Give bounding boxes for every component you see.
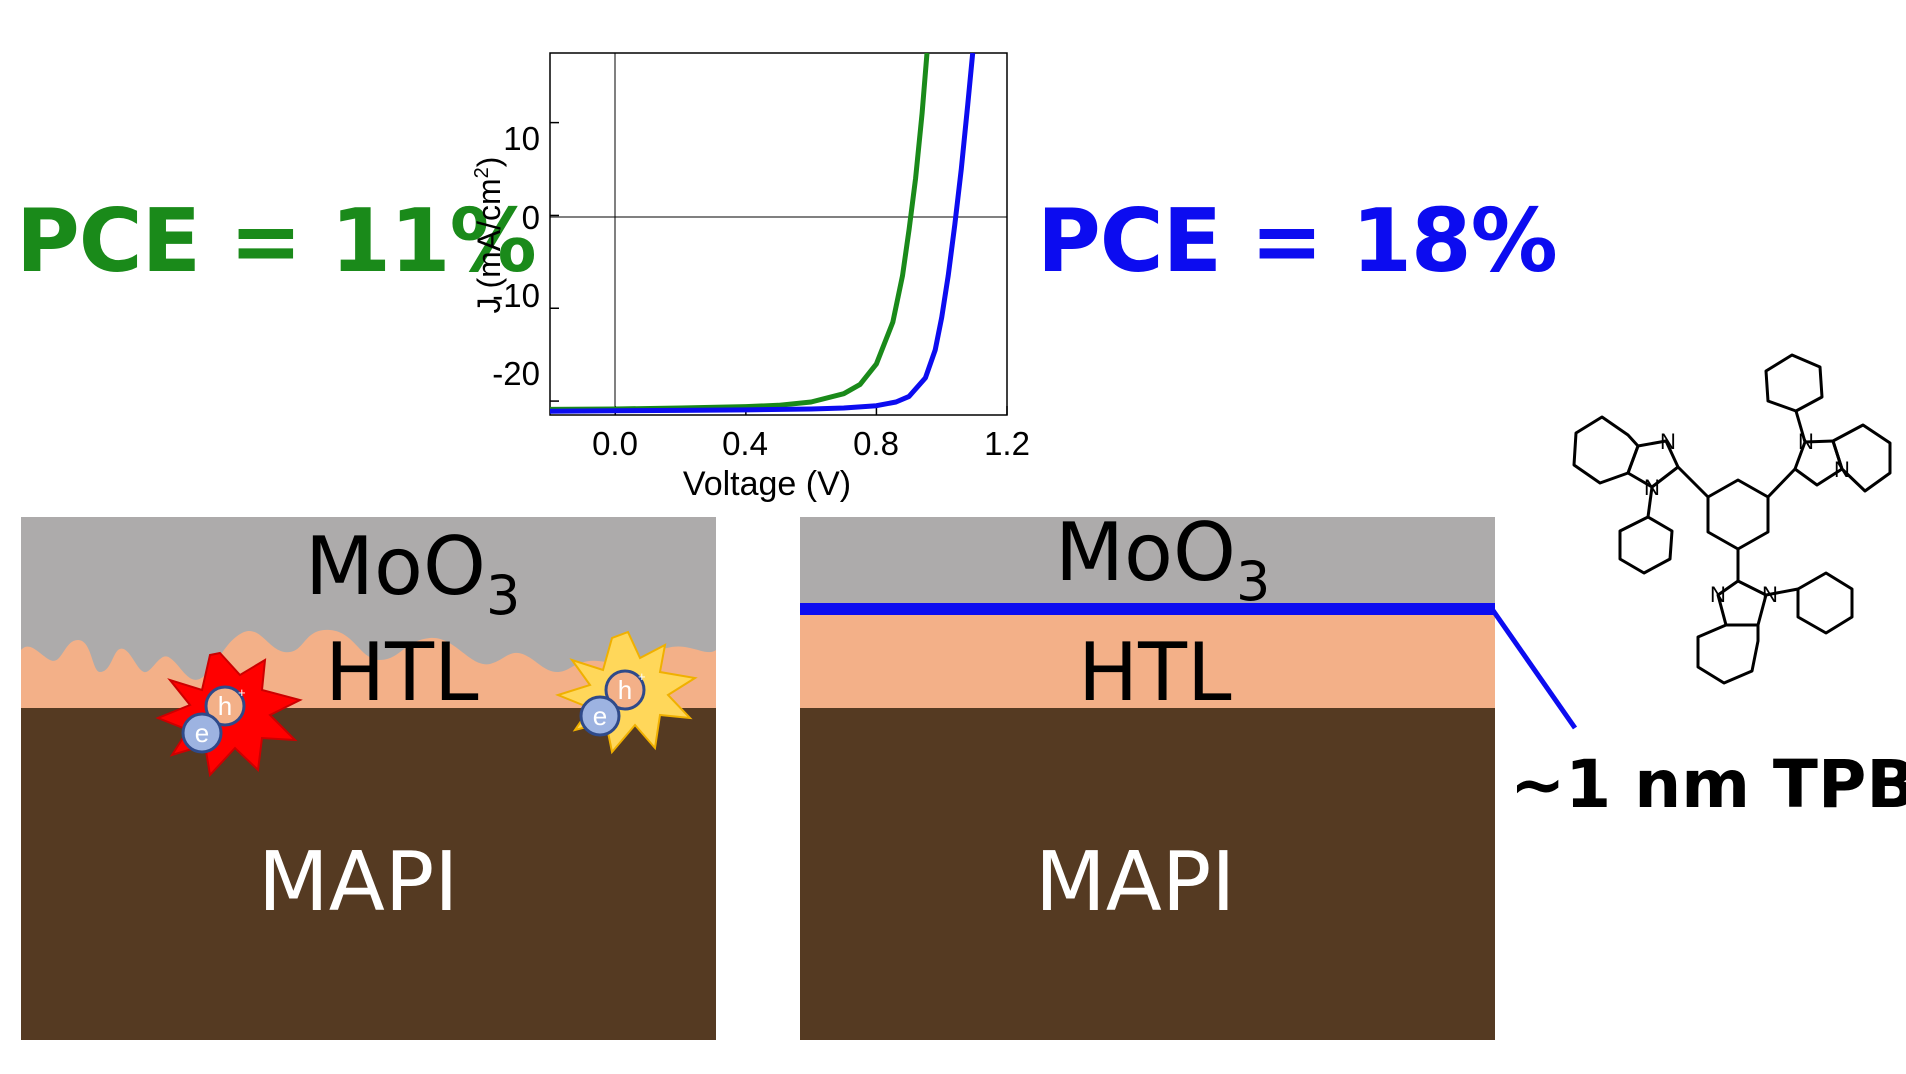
x-tick-label: 0.0 bbox=[592, 425, 638, 462]
right-device-stack: MoO3 HTL MAPI bbox=[800, 506, 1578, 1040]
bottom-phenyl-ring bbox=[1796, 571, 1854, 635]
x-axis-title: Voltage (V) bbox=[683, 465, 851, 503]
right-mapi-layer bbox=[800, 708, 1495, 1040]
left-mapi-layer bbox=[21, 708, 716, 1040]
atom-label: N bbox=[1710, 582, 1726, 607]
tpbi-callout-line bbox=[1489, 607, 1578, 730]
x-tick-label: 1.2 bbox=[984, 425, 1030, 462]
x-tick-label: 0.4 bbox=[722, 425, 768, 462]
hole-label: h bbox=[618, 675, 632, 705]
pce-right-value: PCE = 18% bbox=[1037, 190, 1558, 292]
central-benzene-ring bbox=[1706, 478, 1770, 551]
hole-label: h bbox=[218, 691, 232, 721]
left-device-stack: MoO3 HTL MAPI h + e h + e bbox=[21, 517, 716, 1040]
atom-label: N bbox=[1660, 429, 1676, 454]
atom-label: N bbox=[1762, 582, 1778, 607]
right-moo3-layer bbox=[800, 517, 1495, 609]
y-tick-label: 0 bbox=[522, 199, 540, 236]
left-phenyl-ring bbox=[1618, 515, 1674, 575]
left-moo3-label: MoO3 bbox=[305, 520, 520, 627]
electron-label: e bbox=[195, 718, 209, 748]
jv-chart: 0.0 0.4 0.8 1.2 10 0 -10 -20 Voltage (V)… bbox=[471, 52, 1030, 503]
right-htl-layer bbox=[800, 609, 1495, 708]
y-tick-label: 10 bbox=[503, 120, 540, 157]
x-tick-label: 0.8 bbox=[853, 425, 899, 462]
y-tick-label: -20 bbox=[492, 355, 540, 392]
jv-curve-0 bbox=[550, 53, 930, 412]
plot-frame bbox=[549, 52, 1008, 416]
electron-hole-pair-left: h + e bbox=[181, 685, 246, 754]
left-mapi-label: MAPI bbox=[258, 835, 458, 930]
atom-label: N bbox=[1834, 457, 1850, 482]
tpbi-molecule-structure: N N N N N N bbox=[1572, 353, 1892, 685]
jv-curve-1 bbox=[550, 53, 976, 414]
jv-curves bbox=[550, 53, 976, 414]
electron-label: e bbox=[593, 701, 607, 731]
tpbi-thickness-label: ~1 nm TPBi bbox=[1510, 746, 1906, 823]
right-moo3-label: MoO3 bbox=[1055, 506, 1270, 613]
atom-label: N bbox=[1798, 429, 1814, 454]
right-htl-label: HTL bbox=[1078, 626, 1232, 719]
atom-label: N bbox=[1644, 475, 1660, 500]
right-benzimidazole bbox=[1793, 439, 1844, 487]
top-phenyl-ring bbox=[1764, 353, 1824, 413]
hole-charge: + bbox=[238, 685, 246, 700]
pce-left-value: PCE = 11% bbox=[16, 190, 537, 292]
left-htl-label: HTL bbox=[325, 626, 479, 719]
y-axis-title: J (mA/cm2) bbox=[471, 157, 507, 314]
hole-charge: + bbox=[638, 669, 646, 684]
right-mapi-label: MAPI bbox=[1035, 835, 1235, 930]
electron-hole-pair-right: h + e bbox=[579, 669, 646, 737]
y-tick-label: -10 bbox=[492, 277, 540, 314]
